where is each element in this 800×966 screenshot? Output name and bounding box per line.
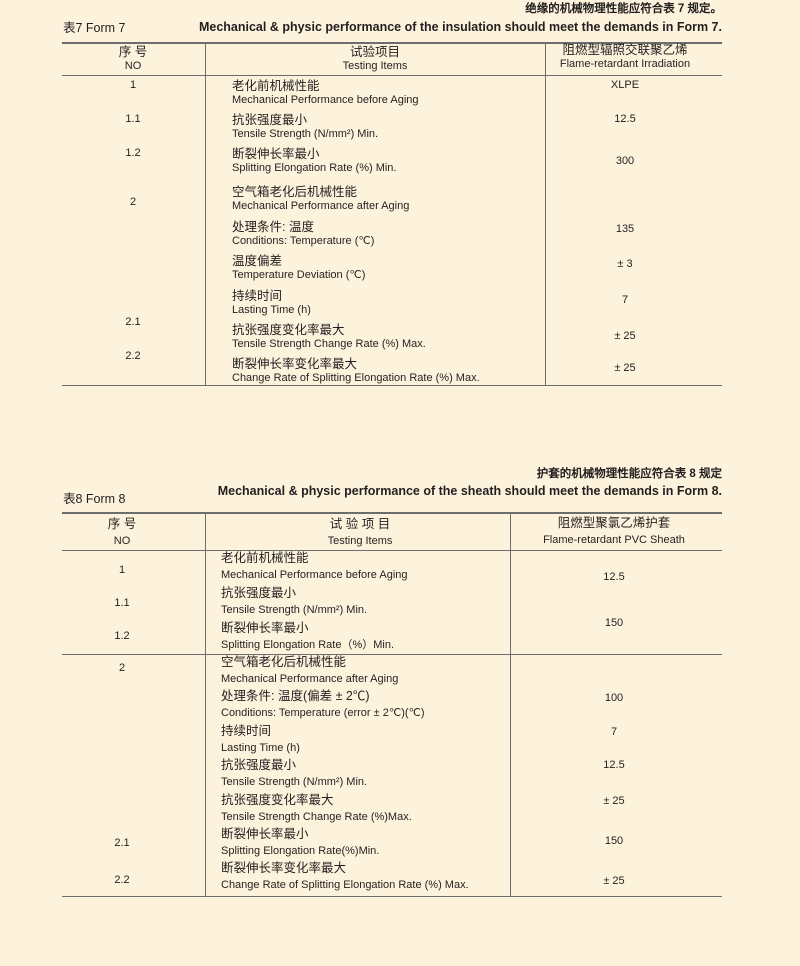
form8-value: ± 25 bbox=[603, 875, 625, 887]
form8-item-cn: 抗张强度变化率最大 bbox=[221, 793, 334, 807]
form8-col-divider bbox=[510, 514, 511, 896]
form8-header-no-cn: 序 号 bbox=[107, 517, 137, 531]
form7-item-cn: 抗张强度最小 bbox=[232, 113, 308, 127]
form8-section-rule bbox=[62, 654, 722, 655]
form8-value: 100 bbox=[604, 692, 624, 704]
form7-row-number: 2.2 bbox=[125, 350, 141, 362]
form8-label: 表8 Form 8 bbox=[63, 492, 126, 506]
form8-heading-en: Mechanical & physic performance of the s… bbox=[217, 484, 722, 498]
form7-col-divider bbox=[545, 44, 546, 385]
form7-value: ± 3 bbox=[617, 258, 633, 270]
form8-item-en: Change Rate of Splitting Elongation Rate… bbox=[221, 879, 469, 891]
form7-value: 135 bbox=[615, 223, 635, 235]
form7-row-number: 1 bbox=[129, 79, 137, 91]
form8-item-en: Tensile Strength Change Rate (%)Max. bbox=[221, 811, 412, 823]
form7-item-en: Mechanical Performance after Aging bbox=[232, 200, 410, 212]
form7-item-cn: 空气箱老化后机械性能 bbox=[232, 185, 358, 199]
form7-row-number: 2 bbox=[129, 196, 137, 208]
form8-heading-cn: 护套的机械物理性能应符合表 8 规定 bbox=[536, 468, 722, 480]
form8-header-no-en: NO bbox=[113, 535, 131, 547]
form8-item-cn: 处理条件: 温度(偏差 ± 2℃) bbox=[221, 689, 370, 703]
form8-value: ± 25 bbox=[603, 795, 625, 807]
form7-value: 12.5 bbox=[614, 113, 636, 125]
form7-item-en: Lasting Time (h) bbox=[232, 304, 311, 316]
form8-value: 150 bbox=[604, 835, 624, 847]
form8-item-en: Splitting Elongation Rate(%)Min. bbox=[221, 845, 380, 857]
form7-item-en: Tensile Strength (N/mm²) Min. bbox=[232, 128, 379, 140]
form8-row-number: 2.2 bbox=[114, 874, 130, 886]
form8-value: 7 bbox=[610, 726, 618, 738]
form7-item-cn: 老化前机械性能 bbox=[232, 79, 320, 93]
form8-top-rule bbox=[62, 512, 722, 514]
form7-row-number: 1.2 bbox=[125, 147, 141, 159]
form7-label: 表7 Form 7 bbox=[63, 21, 126, 35]
form7-item-en: Mechanical Performance before Aging bbox=[232, 94, 419, 106]
form7-item-cn: 断裂伸长率变化率最大 bbox=[232, 357, 358, 371]
form7-item-en: Conditions: Temperature (℃) bbox=[232, 235, 375, 247]
form7-value: 300 bbox=[615, 155, 635, 167]
form7-header-no-en: NO bbox=[124, 60, 142, 72]
form7-bottom-rule bbox=[62, 385, 722, 386]
form7-heading-cn: 绝缘的机械物理性能应符合表 7 规定。 bbox=[525, 3, 722, 15]
form8-header-item-en: Testing Items bbox=[327, 535, 393, 547]
form7-col-divider bbox=[205, 44, 206, 385]
form7-item-cn: 抗张强度变化率最大 bbox=[232, 323, 345, 337]
form8-col-divider bbox=[205, 514, 206, 896]
form8-row-number: 2.1 bbox=[114, 837, 130, 849]
form8-item-en: Tensile Strength (N/mm²) Min. bbox=[221, 604, 368, 616]
form8-header-value-cn: 阻燃型聚氯乙烯护套 bbox=[557, 516, 671, 530]
form7-item-cn: 处理条件: 温度 bbox=[232, 220, 314, 234]
form8-row-number: 1 bbox=[118, 564, 126, 576]
form7-header-item-en: Testing Items bbox=[342, 60, 408, 72]
form7-header-value-en: Flame-retardant Irradiation bbox=[559, 58, 691, 70]
form7-value: ± 25 bbox=[614, 330, 636, 342]
form7-value: XLPE bbox=[610, 79, 640, 91]
form8-row-number: 1.2 bbox=[114, 630, 130, 642]
form7-item-en: Temperature Deviation (℃) bbox=[232, 269, 366, 281]
form8-header-rule bbox=[62, 550, 722, 551]
form7-row-number: 2.1 bbox=[125, 316, 141, 328]
form8-value: 12.5 bbox=[603, 571, 625, 583]
form8-item-cn: 抗张强度最小 bbox=[221, 758, 297, 772]
form8-item-en: Lasting Time (h) bbox=[221, 742, 300, 754]
form8-item-en: Splitting Elongation Rate（%）Min. bbox=[221, 639, 395, 651]
form8-item-cn: 断裂伸长率变化率最大 bbox=[221, 861, 347, 875]
form7-header-item-cn: 试验项目 bbox=[349, 45, 401, 59]
form8-header-value-en: Flame-retardant PVC Sheath bbox=[543, 534, 685, 546]
form8-row-number: 2 bbox=[118, 662, 126, 674]
form7-value: 7 bbox=[621, 294, 629, 306]
form8-item-cn: 断裂伸长率最小 bbox=[221, 621, 309, 635]
form7-row-number: 1.1 bbox=[125, 113, 141, 125]
form8-item-en: Tensile Strength (N/mm²) Min. bbox=[221, 776, 368, 788]
form8-item-cn: 抗张强度最小 bbox=[221, 586, 297, 600]
form7-header-value-cn: 阻燃型辐照交联聚乙烯 bbox=[562, 43, 688, 57]
form7-header-no-cn: 序 号 bbox=[118, 45, 148, 59]
form7-item-en: Splitting Elongation Rate (%) Min. bbox=[232, 162, 397, 174]
form8-value: 12.5 bbox=[603, 759, 625, 771]
form7-item-cn: 持续时间 bbox=[232, 289, 283, 303]
form7-header-rule bbox=[62, 75, 722, 76]
form7-item-cn: 温度偏差 bbox=[232, 254, 283, 268]
form7-item-en: Change Rate of Splitting Elongation Rate… bbox=[232, 372, 480, 384]
form7-top-rule bbox=[62, 42, 722, 44]
form7-item-cn: 断裂伸长率最小 bbox=[232, 147, 320, 161]
form8-item-cn: 空气箱老化后机械性能 bbox=[221, 655, 347, 669]
form8-item-cn: 断裂伸长率最小 bbox=[221, 827, 309, 841]
form8-header-item-cn: 试 验 项 目 bbox=[329, 517, 391, 531]
form7-heading-en: Mechanical & physic performance of the i… bbox=[198, 20, 722, 34]
form8-item-en: Mechanical Performance before Aging bbox=[221, 569, 408, 581]
form8-row-number: 1.1 bbox=[114, 597, 130, 609]
form8-bottom-rule bbox=[62, 896, 722, 897]
form7-item-en: Tensile Strength Change Rate (%) Max. bbox=[232, 338, 426, 350]
form8-item-en: Conditions: Temperature (error ± 2℃)(℃) bbox=[221, 707, 425, 719]
form8-item-cn: 老化前机械性能 bbox=[221, 551, 309, 565]
form8-value: 150 bbox=[604, 617, 624, 629]
form7-value: ± 25 bbox=[614, 362, 636, 374]
form8-item-cn: 持续时间 bbox=[221, 724, 272, 738]
form8-item-en: Mechanical Performance after Aging bbox=[221, 673, 399, 685]
